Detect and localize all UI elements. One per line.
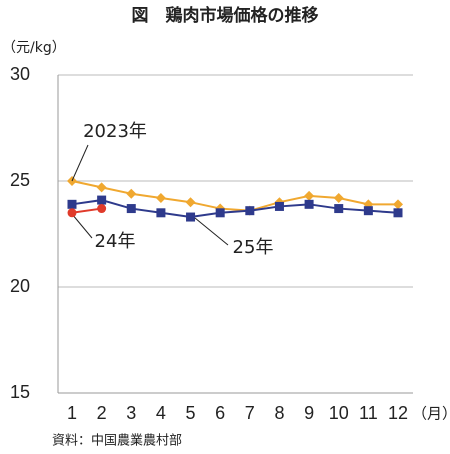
y-tick-label: 30 bbox=[10, 64, 30, 84]
leader-line bbox=[71, 144, 89, 182]
series-line bbox=[71, 180, 398, 212]
x-tick-label: 3 bbox=[126, 403, 136, 423]
marker bbox=[185, 197, 196, 208]
marker bbox=[333, 192, 344, 203]
marker bbox=[97, 204, 107, 214]
y-axis-label: （元/kg） bbox=[2, 40, 66, 56]
leader-line bbox=[194, 217, 229, 246]
marker bbox=[215, 208, 225, 218]
marker bbox=[97, 195, 107, 205]
chart-title: 図 鶏肉市場価格の推移 bbox=[132, 5, 319, 26]
marker bbox=[393, 199, 403, 210]
x-tick-label: 7 bbox=[245, 403, 255, 423]
marker bbox=[245, 206, 255, 216]
x-tick-label: 6 bbox=[215, 403, 225, 423]
y-tick-label: 25 bbox=[10, 170, 30, 190]
marker bbox=[274, 201, 284, 211]
marker bbox=[363, 206, 373, 216]
x-tick-label: 4 bbox=[156, 403, 166, 423]
series-label: 24年 bbox=[95, 231, 136, 252]
marker bbox=[186, 212, 196, 222]
marker bbox=[304, 199, 314, 209]
x-tick-label: 9 bbox=[304, 403, 314, 423]
x-unit: （月） bbox=[412, 405, 450, 423]
x-tick-label: 1 bbox=[67, 403, 77, 423]
x-tick-label: 5 bbox=[186, 403, 196, 423]
x-tick-label: 10 bbox=[329, 403, 349, 423]
marker bbox=[393, 208, 403, 218]
marker bbox=[156, 208, 166, 218]
marker bbox=[96, 182, 107, 193]
series-line bbox=[71, 199, 399, 219]
marker bbox=[126, 188, 137, 199]
marker bbox=[126, 204, 136, 214]
series-label: 25年 bbox=[233, 237, 274, 258]
x-tick-label: 2 bbox=[97, 403, 107, 423]
x-tick-label: 11 bbox=[359, 403, 378, 423]
series-label: 2023年 bbox=[83, 121, 147, 142]
marker bbox=[334, 204, 344, 214]
marker bbox=[304, 190, 315, 201]
marker bbox=[67, 208, 77, 218]
y-tick-label: 15 bbox=[10, 382, 30, 402]
series-line bbox=[71, 207, 102, 214]
x-tick-label: 12 bbox=[388, 403, 408, 423]
source: 資料：中国農業農村部 bbox=[52, 433, 182, 449]
leader-line bbox=[71, 213, 93, 239]
marker bbox=[155, 192, 166, 203]
x-tick-label: 8 bbox=[274, 403, 284, 423]
marker bbox=[67, 199, 77, 209]
y-tick-label: 20 bbox=[10, 276, 30, 296]
